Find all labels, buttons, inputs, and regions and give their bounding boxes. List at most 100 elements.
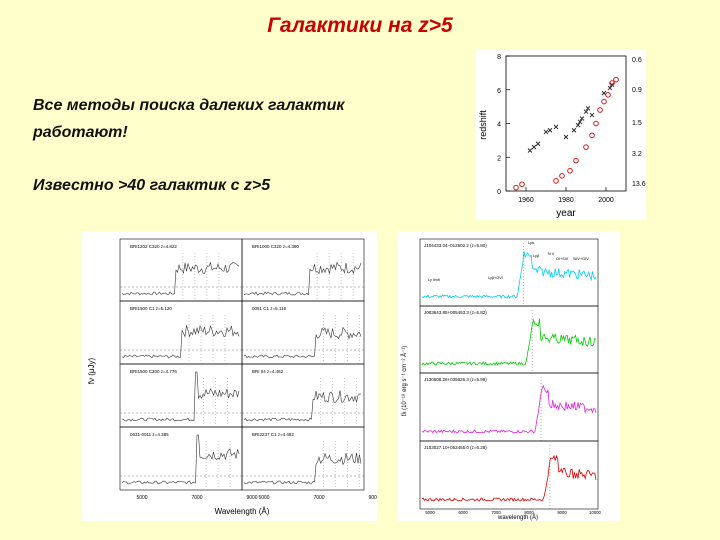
quasar-point	[589, 112, 595, 118]
y-tick-label: 2	[497, 155, 501, 162]
galaxy-point	[589, 132, 595, 139]
quasar-point	[571, 127, 577, 133]
spectrum-line	[421, 454, 597, 502]
redshift-chart: 0 2 4 6 8 1960 1980 2000 0.6 0.9 1.5 3.2 13.6 reds…	[478, 54, 646, 219]
quasar-point	[535, 141, 541, 147]
text-line-1: Все методы поиска далеких галактик	[33, 97, 345, 114]
quasar-point	[553, 124, 559, 130]
line-annotation: Lyα	[528, 241, 535, 245]
spectrum-line	[421, 318, 597, 366]
left-x-tick-label: 9000	[368, 495, 377, 501]
redshift-chart-panel: 0 2 4 6 8 1960 1980 2000 0.6 0.9 1.5 3.2 13.6 reds…	[476, 50, 646, 220]
subplot-label: 0631-0011 z=4.385	[130, 432, 169, 437]
spectra-right: J104433.04−012502.2 (z=5.80) J083643.85+0…	[401, 238, 601, 521]
line-annotation: Lyβ	[533, 254, 540, 258]
galaxy-point	[583, 144, 589, 150]
galaxy-point	[567, 167, 573, 174]
galaxy-point	[553, 178, 559, 184]
subplot-label: BRI1500 C1 z=5.120	[130, 306, 172, 311]
subplot-label: BRI2237 C1 z=4.492	[252, 432, 294, 437]
galaxy-point	[601, 98, 607, 105]
galaxy-point	[613, 76, 619, 83]
right-subplot	[419, 440, 599, 510]
spectrum-line	[243, 326, 362, 359]
spectrum-line	[421, 384, 597, 434]
slide-title: Галактики на z>5	[267, 14, 453, 37]
spectra-left: BRI1202 C320 z=4.822 BRI1000 C320 z=4.380…	[87, 238, 380, 516]
right-x-tick-label: 9000	[557, 510, 567, 515]
y-tick-label: 4	[497, 122, 501, 129]
spectrum-line	[121, 261, 240, 296]
left-x-axis-label: Wavelength (Å)	[215, 507, 270, 516]
galaxy-point	[605, 92, 611, 98]
quasar-point	[543, 129, 549, 135]
galaxy-point	[609, 80, 615, 86]
y-tick-label: 0	[497, 189, 501, 196]
x-tick-label: 2000	[598, 197, 614, 204]
text-line-2: работают!	[33, 124, 128, 141]
right-y-axis-label: fλ (10⁻¹⁸ erg s⁻¹ cm⁻² Å⁻¹)	[401, 346, 408, 417]
galaxy-point	[593, 120, 599, 127]
spectrum-line	[121, 371, 240, 422]
galaxy-point	[559, 173, 565, 179]
right-tick-label: 13.6	[632, 181, 646, 188]
galaxy-point	[573, 157, 579, 164]
spectra-left-panel: BRI1202 C320 z=4.822 BRI1000 C320 z=4.380…	[82, 231, 380, 521]
quasar-point	[607, 85, 613, 91]
quasar-point	[575, 122, 581, 128]
quasar-point	[585, 105, 591, 111]
line-annotation: N V	[548, 252, 555, 256]
right-x-axis-label: wavelength (Å)	[497, 514, 538, 521]
right-x-tick-label: 5000	[425, 510, 435, 515]
left-x-tick-label: 5000	[258, 495, 269, 501]
spectrum-line	[243, 452, 362, 485]
spectrum-line	[121, 324, 240, 359]
y-axis-label: redshift	[478, 110, 488, 140]
right-x-tick-label: 10000	[589, 510, 601, 515]
galaxy-point	[513, 184, 519, 191]
line-annotation: Lyβ+OVI	[488, 276, 503, 280]
spectra-right-panel: J104433.04−012502.2 (z=5.80) J083643.85+0…	[398, 231, 620, 521]
spectrum-line	[421, 251, 597, 299]
x-tick-label: 1980	[558, 197, 574, 204]
quasar-point	[531, 144, 537, 150]
quasar-point	[547, 127, 553, 133]
right-tick-label: 1.5	[632, 120, 642, 127]
x-axis-label: year	[556, 208, 576, 219]
galaxy-point	[597, 107, 603, 113]
left-subplot	[241, 426, 365, 491]
left-x-tick-label: 5000	[136, 495, 147, 501]
subplot-label: BRI1500 C200 z=4.776	[130, 369, 177, 374]
left-y-axis-label: fν (μJy)	[87, 357, 96, 384]
quasar-point	[527, 148, 533, 153]
left-x-tick-label: 9000	[246, 495, 257, 501]
line-annotation: OI+SiII	[556, 257, 568, 261]
line-annotation: Ly limit	[428, 278, 441, 282]
quasar-point	[579, 116, 585, 121]
right-tick-label: 3.2	[632, 151, 642, 158]
right-tick-label: 0.9	[632, 87, 642, 94]
left-x-tick-label: 7000	[313, 495, 324, 501]
spectrum-line	[243, 261, 362, 296]
right-x-tick-label: 6000	[458, 510, 468, 515]
right-x-tick-label: 7000	[491, 510, 501, 515]
quasar-point	[577, 119, 583, 125]
right-x-tick-label: 8000	[524, 510, 534, 515]
subplot-label: BRI 04 z=4.462	[252, 369, 284, 374]
x-tick-label: 1960	[518, 197, 534, 204]
subplot-label: BRI1000 C320 z=4.380	[252, 244, 299, 249]
subplot-label: J130608.26+035626.3 (z=5.99)	[424, 377, 487, 382]
quasar-point	[563, 134, 569, 140]
subplot-label: J104433.04−012502.2 (z=5.80)	[424, 243, 487, 248]
spectrum-line	[243, 390, 362, 422]
quasar-point	[609, 82, 615, 88]
quasar-point	[583, 109, 589, 115]
subplot-label: J103027.10+052455.0 (z=6.28)	[424, 445, 487, 450]
y-tick-label: 8	[497, 54, 501, 61]
right-tick-label: 0.6	[632, 57, 642, 64]
subplot-label: 0051 C1 z=5.116	[252, 306, 287, 311]
spectrum-line	[121, 434, 240, 485]
subplot-label: J083643.85+005453.3 (z=5.82)	[424, 310, 487, 315]
left-x-tick-label: 7000	[191, 495, 202, 501]
galaxy-point	[519, 181, 525, 187]
